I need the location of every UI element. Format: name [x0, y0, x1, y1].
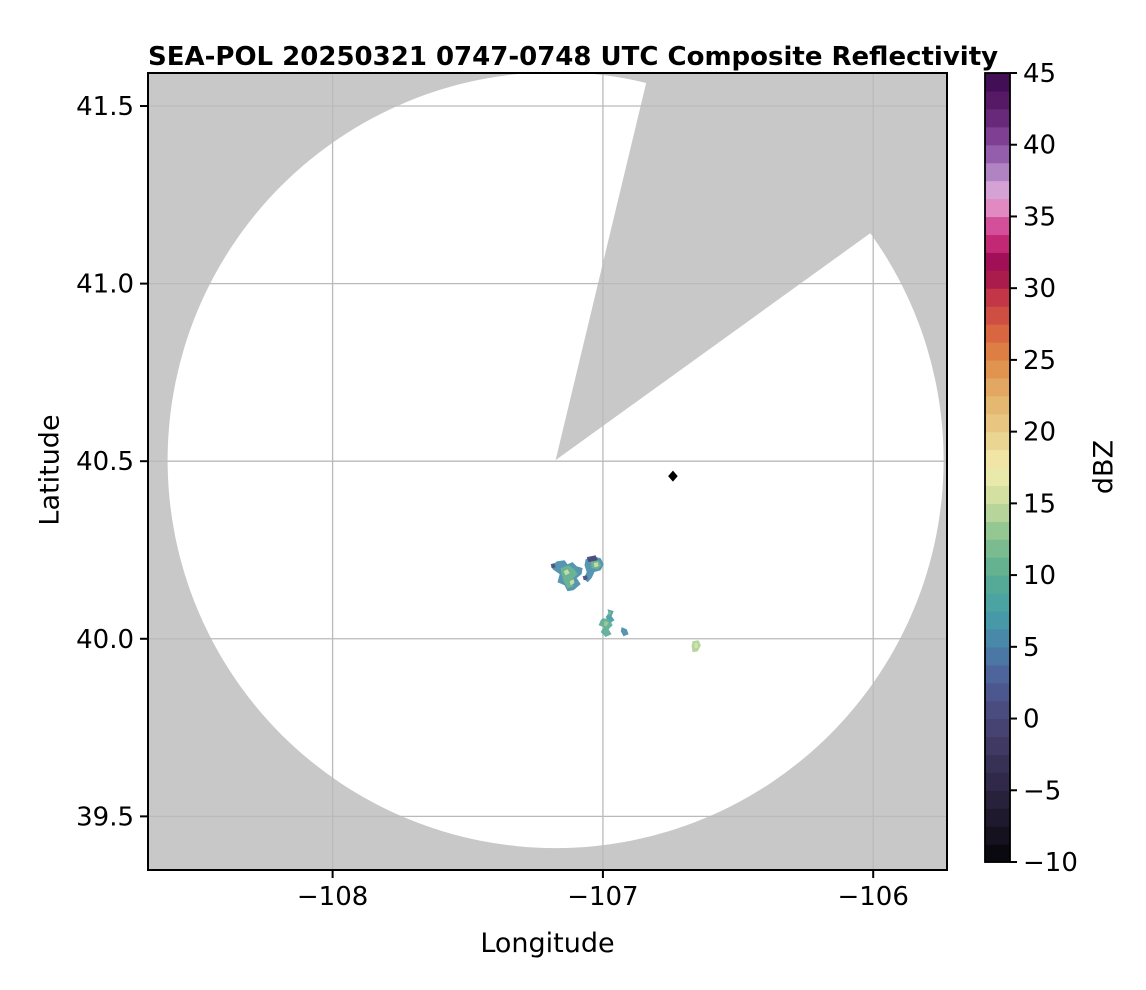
- colorbar-block: [985, 575, 1010, 594]
- colorbar-block: [985, 628, 1010, 648]
- colorbar-block: [985, 252, 1010, 271]
- colorbar-block: [985, 826, 1010, 845]
- colorbar-block: [985, 108, 1010, 128]
- colorbar-tick-label: 0: [1023, 705, 1040, 735]
- colorbar-block: [985, 485, 1010, 504]
- colorbar-tick-label: 15: [1023, 489, 1056, 519]
- colorbar-tick-label: −10: [1023, 848, 1078, 878]
- colorbar-block: [985, 664, 1010, 684]
- colorbar-tick-label: 25: [1023, 346, 1056, 376]
- colorbar-tick-label: 35: [1023, 202, 1056, 232]
- colorbar-block: [985, 682, 1010, 702]
- colorbar-block: [985, 646, 1010, 666]
- y-tick-label: 40.0: [76, 625, 134, 655]
- colorbar-block: [985, 449, 1010, 469]
- colorbar-block: [985, 144, 1010, 164]
- colorbar-tick-label: 10: [1023, 561, 1056, 591]
- colorbar-block: [985, 790, 1010, 809]
- colorbar-block: [985, 754, 1010, 773]
- echo-polygon: [603, 621, 609, 627]
- colorbar-block: [985, 431, 1010, 451]
- colorbar-block: [985, 467, 1010, 487]
- colorbar-block: [985, 503, 1010, 522]
- echo-region-northeast-cell: [582, 555, 604, 583]
- echo-region-south-cluster-b: [598, 618, 613, 637]
- colorbar-tick-label: 5: [1023, 633, 1040, 663]
- echo-region-southeast-cell: [691, 640, 701, 653]
- colorbar-block: [985, 718, 1010, 738]
- colorbar-block: [985, 557, 1010, 576]
- colorbar-block: [985, 539, 1010, 558]
- echo-polygon: [582, 575, 588, 581]
- colorbar-block: [985, 377, 1010, 397]
- y-tick-label: 41.5: [76, 92, 134, 122]
- blocked-sector: [555, 73, 947, 461]
- echo-polygon: [620, 627, 629, 637]
- colorbar-block: [985, 736, 1010, 756]
- colorbar-block: [985, 288, 1010, 307]
- echo-polygon: [550, 563, 556, 569]
- echo-polygon: [694, 643, 698, 648]
- echo-region-south-cluster-c: [620, 627, 629, 637]
- colorbar-label: dBZ: [1088, 439, 1120, 495]
- colorbar-block: [985, 270, 1010, 289]
- echo-polygon: [607, 611, 612, 616]
- colorbar-tick-label: 40: [1023, 131, 1056, 161]
- echo-polygon: [593, 562, 599, 568]
- colorbar-block: [985, 772, 1010, 791]
- colorbar-border: [984, 72, 1011, 863]
- colorbar-block: [985, 395, 1010, 415]
- colorbar-block: [985, 593, 1010, 612]
- y-tick-label: 39.5: [76, 802, 134, 832]
- colorbar-block: [985, 73, 1010, 92]
- y-tick-label: 40.5: [76, 447, 134, 477]
- echo-polygon: [598, 618, 613, 637]
- colorbar-tick-label: 45: [1023, 59, 1056, 89]
- colorbar-block: [985, 234, 1010, 253]
- colorbar-block: [985, 90, 1010, 110]
- colorbar-block: [985, 306, 1010, 325]
- x-tick-label: −106: [837, 882, 908, 912]
- colorbar-block: [985, 126, 1010, 146]
- colorbar-block: [985, 341, 1010, 361]
- echo-region-west-cell: [550, 560, 583, 592]
- colorbar-block: [985, 180, 1010, 200]
- colorbar: 45 40 35 30 25 20 15 10 5 0 −5 −10: [984, 59, 1078, 878]
- echo-polygon: [563, 569, 570, 576]
- reflectivity-echoes: [550, 555, 701, 653]
- y-tick-label: 41.0: [76, 270, 134, 300]
- colorbar-block: [985, 521, 1010, 540]
- axis-ticks: −108 −107 −106 41.5 41.0 40.5 40.0 39.5: [76, 92, 909, 912]
- colorbar-block: [985, 359, 1010, 379]
- colorbar-tick-label: 30: [1023, 274, 1056, 304]
- site-marker-diamond: [668, 470, 678, 482]
- y-axis-label: Latitude: [34, 414, 66, 526]
- gridlines: [148, 73, 947, 870]
- colorbar-block: [985, 413, 1010, 433]
- plot-border: [147, 72, 948, 871]
- colorbar-block: [985, 216, 1010, 235]
- chart-title: SEA-POL 20250321 0747-0748 UTC Composite…: [148, 42, 999, 72]
- colorbar-block: [985, 700, 1010, 720]
- colorbar-block: [985, 162, 1010, 182]
- colorbar-block: [985, 198, 1010, 218]
- x-axis-label: Longitude: [480, 928, 615, 959]
- colorbar-block: [985, 610, 1010, 630]
- colorbar-tick-label: −5: [1023, 776, 1061, 806]
- x-tick-label: −107: [567, 882, 638, 912]
- colorbar-block: [985, 324, 1010, 343]
- colorbar-block: [985, 844, 1010, 863]
- x-tick-label: −108: [297, 882, 368, 912]
- echo-polygon: [586, 555, 598, 563]
- echo-polygon: [569, 579, 575, 586]
- colorbar-block: [985, 808, 1010, 827]
- colorbar-tick-label: 20: [1023, 418, 1056, 448]
